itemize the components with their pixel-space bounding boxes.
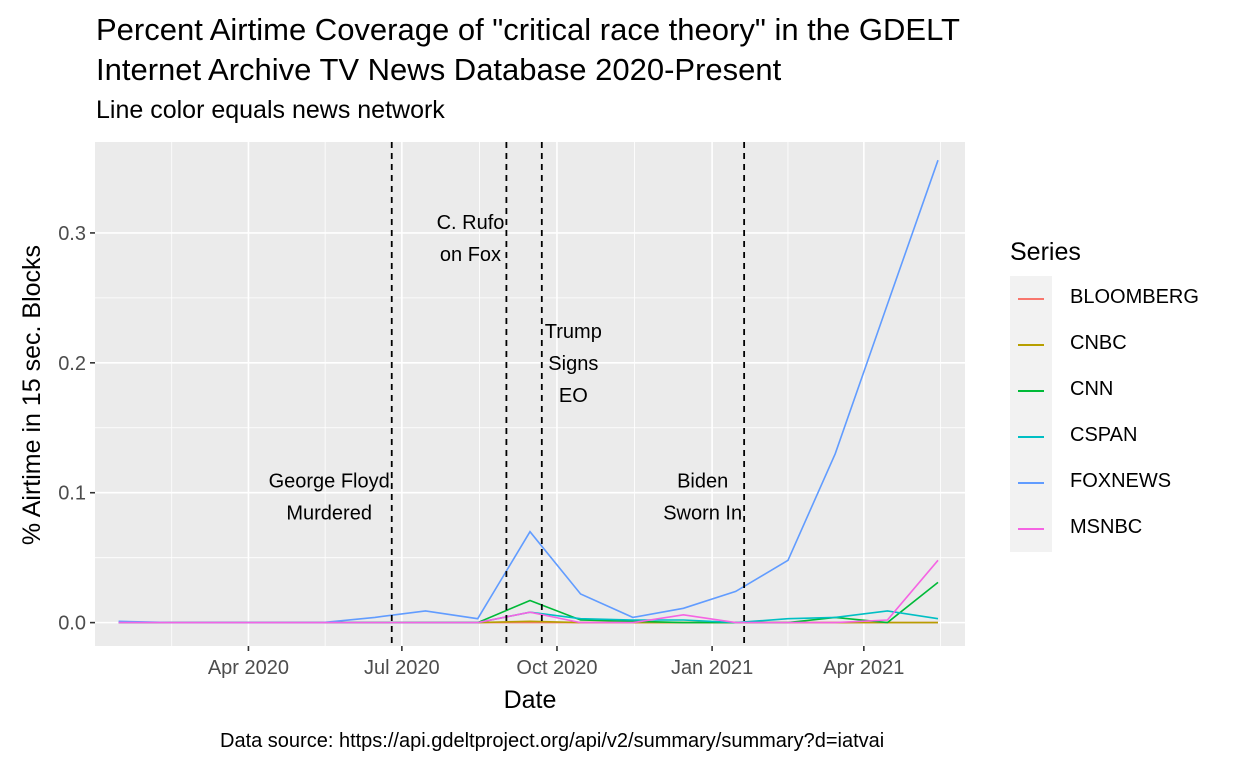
event-label-line: on Fox (440, 244, 501, 266)
legend-swatch (1018, 482, 1044, 484)
x-tick-label: Apr 2020 (208, 657, 289, 679)
event-label-line: Signs (548, 353, 598, 375)
legend: Series BLOOMBERG CNBC CNN CSPAN FOXNEWS MSNBC (1010, 234, 1199, 552)
series-lines (118, 159, 939, 624)
y-tick-label: 0.3 (58, 223, 86, 245)
y-tick-label: 0.2 (58, 353, 86, 375)
x-tick-label: Oct 2020 (516, 657, 597, 679)
chart-title-line-1: Percent Airtime Coverage of "critical ra… (96, 12, 960, 47)
legend-item-bloomberg: BLOOMBERG (1010, 276, 1240, 322)
minor-gridlines (95, 142, 965, 646)
plot-panel (95, 142, 965, 646)
event-label-3: Trump Signs EO (545, 321, 602, 407)
legend-item-foxnews: FOXNEWS (1010, 460, 1240, 506)
legend-keys-background (1010, 276, 1052, 552)
y-axis: 0.0 0.1 0.2 0.3 (58, 223, 95, 635)
y-tick-label: 0.0 (58, 613, 86, 635)
legend-swatch (1018, 344, 1044, 346)
legend-label: CNBC (1070, 332, 1127, 354)
y-axis-label: % Airtime in 15 sec. Blocks (18, 245, 46, 545)
event-labels: George Floyd Murdered C. Rufo on Fox Trump Si… (269, 212, 743, 524)
x-tick-label: Jan 2021 (671, 657, 753, 679)
event-label-line: EO (559, 385, 588, 407)
event-label-2: C. Rufo on Fox (437, 212, 505, 266)
legend-label: MSNBC (1070, 516, 1143, 538)
legend-label: FOXNEWS (1070, 470, 1172, 492)
legend-swatch (1018, 436, 1044, 438)
legend-item-cnn: CNN (1010, 368, 1240, 414)
legend-swatch (1018, 390, 1044, 392)
chart-title-line-2: Internet Archive TV News Database 2020-P… (96, 52, 782, 87)
legend-item-msnbc: MSNBC (1010, 506, 1240, 552)
y-tick-label: 0.1 (58, 483, 86, 505)
event-label-line: Trump (545, 321, 602, 343)
x-axis-label: Date (504, 686, 557, 714)
x-tick-label: Apr 2021 (823, 657, 904, 679)
chart-subtitle: Line color equals news network (96, 96, 445, 124)
event-label-4: Biden Sworn In (663, 471, 742, 525)
data-source-caption: Data source: https://api.gdeltproject.or… (220, 730, 885, 752)
event-label-line: George Floyd (269, 471, 390, 493)
legend-item-cnbc: CNBC (1010, 322, 1240, 368)
legend-label: CSPAN (1070, 424, 1138, 446)
x-tick-label: Jul 2020 (364, 657, 440, 679)
event-label-line: C. Rufo (437, 212, 505, 234)
series-line-msnbc (118, 559, 939, 624)
legend-label: BLOOMBERG (1070, 286, 1199, 308)
legend-item-cspan: CSPAN (1010, 414, 1240, 460)
legend-label: CNN (1070, 378, 1114, 400)
x-axis: Apr 2020 Jul 2020 Oct 2020 Jan 2021 Apr 2021 (208, 646, 904, 679)
legend-swatch (1018, 298, 1044, 300)
legend-swatch (1018, 528, 1044, 530)
event-lines (390, 142, 746, 646)
legend-title: Series (1010, 238, 1081, 266)
event-label-line: Biden (677, 471, 728, 493)
event-label-line: Sworn In (663, 503, 742, 525)
event-label-line: Murdered (286, 503, 372, 525)
chart-title: Percent Airtime Coverage of "critical ra… (96, 10, 960, 90)
event-label-1: George Floyd Murdered (269, 471, 390, 525)
